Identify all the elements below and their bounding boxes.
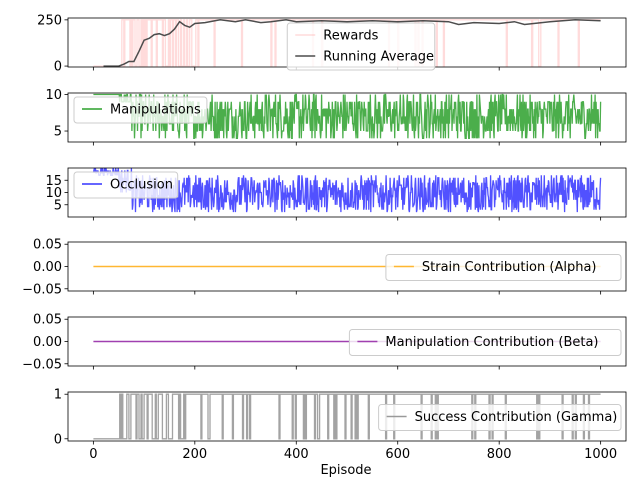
y-tick-label: 5 [54, 125, 62, 140]
legend-box [73, 171, 179, 199]
legend: Manipulations [73, 96, 208, 124]
legend-box [348, 329, 622, 356]
x-tick-label: 600 [385, 447, 410, 462]
legend: Strain Contribution (Alpha) [385, 254, 622, 281]
legend-box [378, 404, 622, 431]
axes-frame [67, 391, 627, 442]
x-tick-label: 400 [284, 447, 309, 462]
subplot-1: 0 250 Rewards Running Average [37, 13, 627, 75]
legend-box [286, 22, 436, 71]
y-tick-label: 15 [45, 174, 62, 189]
legend: Success Contribution (Gamma) [378, 404, 622, 431]
y-tick-label: 250 [37, 13, 62, 28]
series-line [92, 168, 602, 213]
y-tick-label: 0.05 [33, 313, 62, 328]
plot-area [92, 168, 602, 213]
legend: Manipulation Contribution (Beta) [348, 329, 622, 356]
subplot-6: 0 1 0 200 400 600 800 1000 Success Contribution … [54, 388, 627, 462]
x-tick-label: 0 [89, 447, 97, 462]
subplot-4: −0.05 0.00 0.05 Strain Contribution (Alpha) [22, 238, 627, 297]
legend: Rewards Running Average [286, 22, 436, 71]
y-tick-label: 0 [54, 432, 62, 447]
legend-label: Manipulations [110, 103, 201, 118]
y-tick-label: −0.05 [22, 357, 62, 372]
legend-label: Running Average [323, 50, 434, 65]
x-tick-label: 1000 [584, 447, 617, 462]
y-tick-label: 1 [54, 388, 62, 403]
axes-frame [67, 92, 627, 143]
series-line [93, 19, 601, 67]
y-tick-label: 10 [45, 88, 62, 103]
legend-label: Rewards [323, 29, 378, 44]
y-tick-label: 0.05 [33, 238, 62, 253]
x-axis-label: Episode [320, 463, 371, 478]
subplot-2: 5 10 Manipulations [45, 88, 627, 146]
legend-label: Manipulation Contribution (Beta) [385, 335, 598, 350]
x-tick-label: 800 [487, 447, 512, 462]
plot-area [93, 19, 601, 67]
legend-box [73, 96, 208, 124]
y-tick-label: 0.00 [33, 335, 62, 350]
legend-label: Success Contribution (Gamma) [415, 410, 618, 425]
y-tick-label: 0.00 [33, 260, 62, 275]
plot-area [93, 93, 602, 139]
series-line [93, 393, 601, 440]
y-tick-label: 0 [54, 60, 62, 75]
legend-box [385, 254, 622, 281]
y-tick-label: −0.05 [22, 282, 62, 297]
legend-label: Occlusion [110, 178, 173, 193]
subplot-5: −0.05 0.00 0.05 Manipulation Contribution (… [22, 313, 627, 372]
y-tick-label: 10 [45, 186, 62, 201]
legend: Occlusion [73, 171, 179, 199]
plot-area [93, 393, 601, 440]
series-line [103, 19, 601, 67]
legend-label: Strain Contribution (Alpha) [422, 260, 597, 275]
y-tick-label: 5 [54, 198, 62, 213]
series-line [93, 93, 602, 139]
x-tick-label: 200 [182, 447, 207, 462]
